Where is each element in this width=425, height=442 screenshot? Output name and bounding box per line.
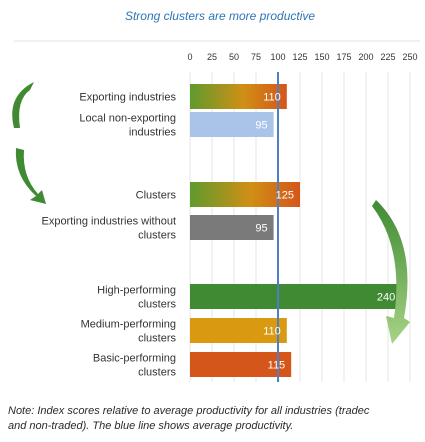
bar <box>190 215 274 240</box>
bar <box>190 112 274 137</box>
chart-note: Note: Index scores relative to average p… <box>8 404 420 434</box>
note-line-2: and non-traded). The blue line shows ave… <box>8 420 294 432</box>
chart-title: Strong clusters are more productive <box>125 9 315 23</box>
category-label: Exporting industries <box>79 92 176 104</box>
bar <box>190 318 287 343</box>
value-labels: 110 95 125 95 240 110 115 <box>255 92 395 372</box>
bar <box>190 284 402 309</box>
category-label: Clusters <box>136 190 177 202</box>
category-label: Basic-performing <box>93 353 176 365</box>
bars <box>190 84 402 377</box>
category-labels: Exporting industries Local non-exporting i… <box>41 92 176 379</box>
note-line-1: Note: Index scores relative to average p… <box>8 405 370 417</box>
x-tick-label: 250 <box>402 52 417 62</box>
x-tick-label: 100 <box>270 52 285 62</box>
category-label: industries <box>129 127 177 139</box>
x-tick-label: 75 <box>251 52 261 62</box>
x-tick-label: 150 <box>314 52 329 62</box>
category-label: Exporting industries without <box>41 216 176 228</box>
bar-value-label: 110 <box>263 326 281 338</box>
bar-value-label: 115 <box>268 360 286 372</box>
bar <box>190 352 292 377</box>
bar <box>190 84 287 109</box>
left-arrow-down-icon <box>15 148 47 204</box>
left-arrow-up-icon <box>12 82 35 128</box>
bar-value-label: 125 <box>276 190 294 202</box>
category-label: clusters <box>138 333 176 345</box>
x-axis-ticks: 0 25 50 75 100 125 150 175 200 225 250 <box>187 52 417 62</box>
bar <box>190 182 300 207</box>
bar-value-label: 110 <box>263 92 281 104</box>
category-label: Local non-exporting <box>79 113 176 125</box>
category-label: clusters <box>138 230 176 242</box>
x-tick-label: 0 <box>187 52 192 62</box>
category-label: High-performing <box>97 285 176 297</box>
bar-value-label: 240 <box>377 292 395 304</box>
right-arrow-icon <box>372 200 410 344</box>
category-label: clusters <box>138 299 176 311</box>
category-label: Medium-performing <box>81 319 176 331</box>
x-tick-label: 50 <box>229 52 239 62</box>
bar-value-label: 95 <box>255 223 267 235</box>
category-label: clusters <box>138 367 176 379</box>
x-tick-label: 225 <box>380 52 395 62</box>
x-tick-label: 25 <box>207 52 217 62</box>
x-tick-label: 175 <box>336 52 351 62</box>
bar-value-label: 95 <box>255 120 267 132</box>
x-tick-label: 125 <box>292 52 307 62</box>
x-tick-label: 200 <box>358 52 373 62</box>
